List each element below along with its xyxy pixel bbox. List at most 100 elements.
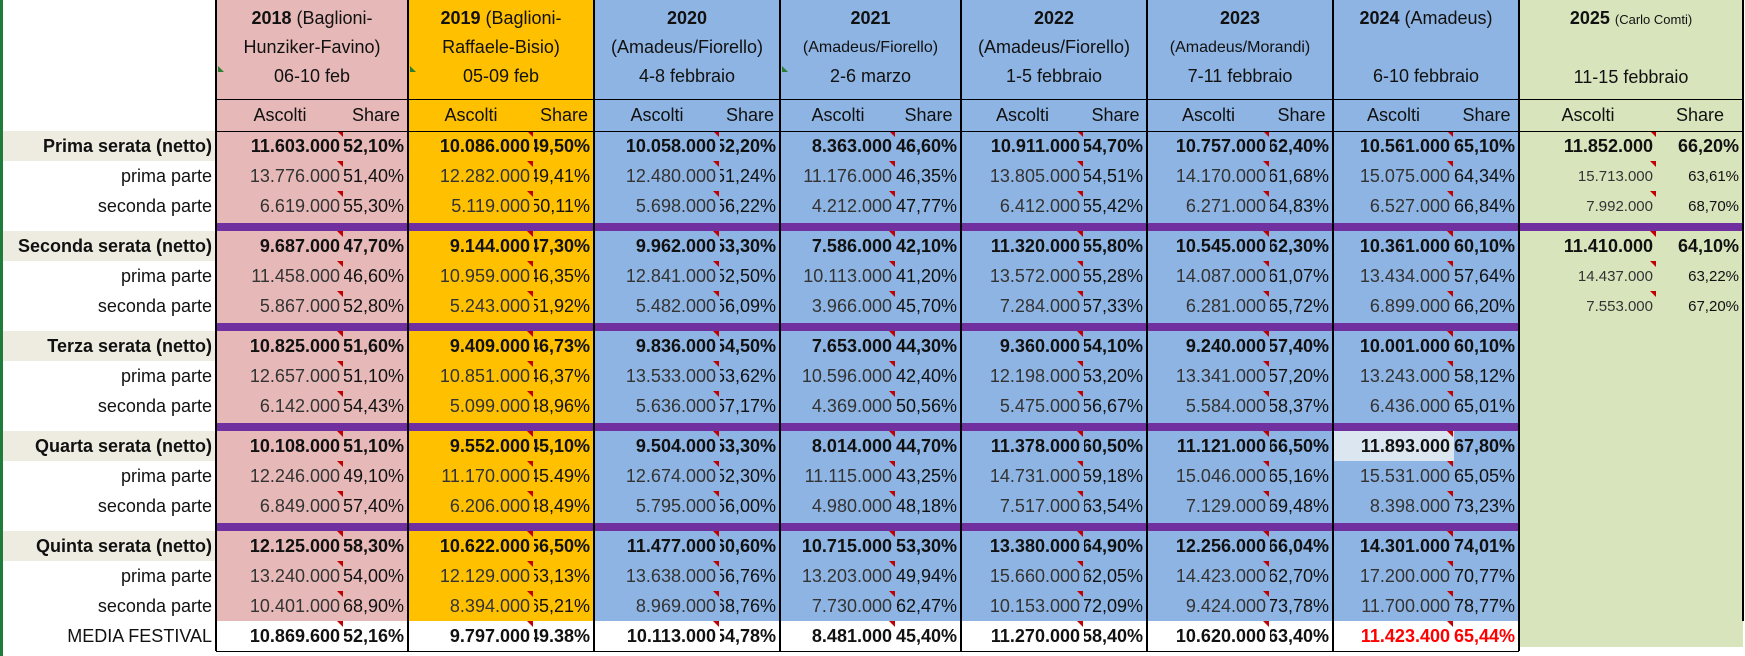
serata-separator (216, 223, 1743, 231)
grid-line-h (216, 651, 1519, 652)
share-cell: 54,43% (344, 395, 404, 416)
ascolti-cell: 10.851.000 (439, 365, 530, 386)
comment-marker (337, 161, 343, 167)
grid-line-v (407, 0, 409, 651)
comment-marker (527, 461, 533, 467)
serata-separator (216, 423, 1519, 431)
comment-marker (1447, 531, 1453, 537)
comment-marker (713, 621, 719, 627)
comment-marker (527, 591, 533, 597)
share-cell: 53,30% (720, 435, 776, 456)
serata-label: Prima serata (netto) (3, 131, 216, 161)
host-label-line2: (Amadeus/Fiorello) (802, 39, 939, 56)
comment-marker (337, 491, 343, 497)
serata-separator (216, 323, 1519, 331)
comment-marker (1263, 431, 1269, 437)
comment-marker (1650, 291, 1656, 297)
share-cell: 51,10% (344, 435, 404, 456)
grid-line-v (960, 0, 962, 651)
ascolti-cell: 6.899.000 (1369, 295, 1450, 316)
year-label: 2019 (440, 8, 481, 28)
comment-marker (889, 131, 895, 137)
column-bg-2023 (1147, 0, 1333, 621)
comment-marker (527, 261, 533, 267)
ascolti-cell: 10.715.000 (801, 535, 892, 556)
comment-marker (889, 331, 895, 337)
share-cell: 55,80% (1084, 235, 1143, 256)
share-cell: 66,50% (1270, 435, 1329, 456)
share-cell: 58,40% (1084, 621, 1147, 651)
share-cell: 49,50% (534, 135, 590, 156)
share-cell: 45.49% (534, 465, 590, 486)
host-label-line2 (1519, 34, 1743, 63)
comment-marker (1447, 461, 1453, 467)
ascolti-cell: 11.852.000 (1563, 135, 1653, 156)
share-cell: 55,28% (1084, 265, 1143, 286)
header-year-line: 2018 (Baglioni- (216, 4, 408, 33)
comment-marker (889, 461, 895, 467)
year-label: 2021 (850, 8, 891, 28)
ascolti-cell: 10.911.000 (990, 135, 1080, 156)
share-cell: 62,70% (1270, 565, 1329, 586)
share-cell: 65,05% (1454, 465, 1515, 486)
comment-marker (1263, 591, 1269, 597)
comment-marker (889, 431, 895, 437)
ascolti-cell: 7.284.000 (999, 295, 1080, 316)
share-cell: 54,78% (720, 621, 780, 651)
comment-marker (1263, 531, 1269, 537)
ascolti-cell: 6.849.000 (259, 495, 340, 516)
comment-marker (1263, 331, 1269, 337)
ascolti-cell: 13.638.000 (625, 565, 716, 586)
header-year-line: 2019 (Baglioni- (408, 4, 594, 33)
ascolti-cell: 12.282.000 (439, 165, 530, 186)
host-label: (Baglioni- (296, 8, 373, 28)
share-cell: 52,50% (720, 265, 776, 286)
column-bg-2025 (1519, 0, 1743, 647)
ascolti-cell: 5.636.000 (635, 395, 716, 416)
ascolti-cell: 12.198.000 (989, 365, 1080, 386)
header-year-line: 2022 (961, 4, 1147, 33)
share-cell: 54,50% (720, 335, 776, 356)
ascolti-cell: 10.561.000 (1359, 135, 1450, 156)
ascolti-cell: 12.256.000 (1175, 535, 1266, 556)
share-cell: 41,20% (896, 265, 957, 286)
comment-marker (527, 491, 533, 497)
ascolti-cell: 9.424.000 (1185, 595, 1266, 616)
share-header: Share (1462, 104, 1511, 125)
ascolti-cell: 8.363.000 (811, 135, 892, 156)
comment-marker (889, 161, 895, 167)
comment-marker (1077, 531, 1083, 537)
ascolti-cell: 12.841.000 (625, 265, 716, 286)
comment-marker (1263, 161, 1269, 167)
comment-marker (1263, 131, 1269, 137)
grid-line-v (593, 0, 595, 651)
ascolti-cell: 11.700.000 (1361, 595, 1450, 616)
ascolti-cell: 14.301.000 (1359, 535, 1450, 556)
comment-marker (713, 131, 719, 137)
share-cell: 65,01% (1454, 395, 1515, 416)
ascolti-cell: 5.698.000 (635, 195, 716, 216)
comment-marker (889, 231, 895, 237)
column-bg-2022 (961, 0, 1147, 621)
ascolti-cell: 6.436.000 (1369, 395, 1450, 416)
media-label: MEDIA FESTIVAL (3, 621, 216, 651)
host-label-line2: Raffaele-Bisio) (442, 37, 560, 57)
dates-label: 6-10 febbraio (1372, 66, 1480, 86)
share-cell: 74,01% (1454, 535, 1515, 556)
ascolti-cell: 9.962.000 (635, 235, 716, 256)
comment-marker (337, 431, 343, 437)
ascolti-cell: 8.014.000 (811, 435, 892, 456)
share-cell: 44,70% (896, 435, 957, 456)
ascolti-cell: 11.458.000 (251, 265, 340, 286)
share-cell: 46,35% (896, 165, 957, 186)
comment-marker (337, 531, 343, 537)
share-cell: 46,60% (344, 265, 404, 286)
grid-line-v (1332, 0, 1334, 651)
ascolti-header: Ascolti (444, 104, 498, 125)
comment-marker (1077, 131, 1083, 137)
share-cell: 48,18% (896, 495, 957, 516)
comment-marker (713, 431, 719, 437)
grid-line-v (215, 0, 217, 651)
ascolti-cell: 10.153.000 (989, 595, 1080, 616)
ascolti-cell: 15.531.000 (1359, 465, 1450, 486)
